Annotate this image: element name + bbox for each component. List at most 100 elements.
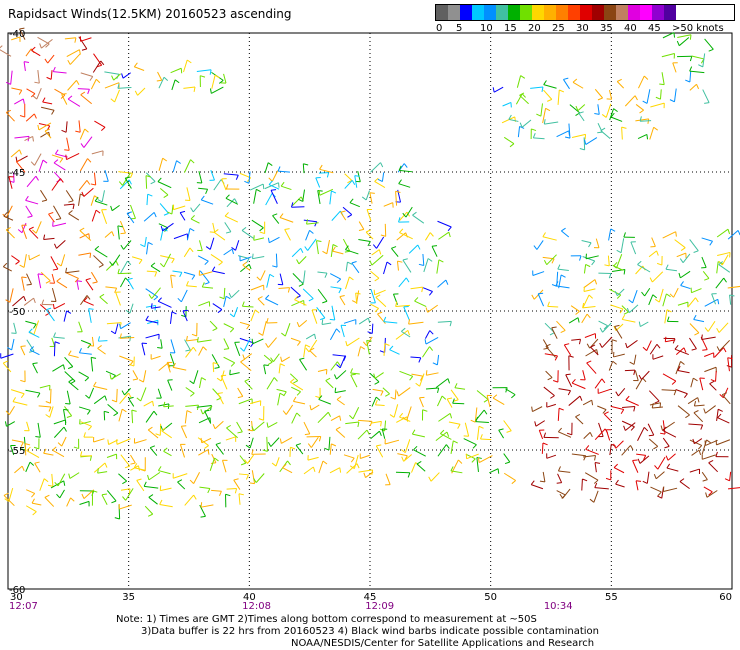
wind-barb — [266, 273, 275, 288]
wind-barb — [357, 429, 370, 440]
wind-barb — [369, 254, 384, 266]
wind-barb — [97, 190, 105, 203]
wind-barb — [77, 321, 83, 333]
wind-barb — [199, 486, 211, 494]
wind-barb — [223, 338, 230, 350]
wind-barb — [177, 289, 188, 303]
wind-barb — [68, 210, 80, 221]
wind-barb — [14, 135, 30, 142]
wind-barb — [80, 339, 92, 349]
lon-tick-label: 40 — [243, 592, 256, 603]
wind-barb — [558, 388, 571, 396]
wind-barb — [608, 228, 616, 241]
wind-barb — [649, 126, 659, 140]
wind-barb — [183, 271, 196, 280]
wind-barb — [223, 356, 236, 367]
wind-barb — [296, 320, 308, 328]
legend-swatch — [640, 5, 652, 20]
wind-barb — [398, 277, 410, 288]
wind-barb — [26, 273, 33, 286]
wind-barb — [689, 468, 701, 475]
legend-label: 40 — [624, 23, 637, 34]
wind-barb — [556, 320, 566, 334]
wind-barb — [34, 70, 40, 84]
wind-barb — [145, 172, 156, 185]
wind-barb — [726, 355, 733, 368]
wind-barb — [669, 88, 677, 103]
wind-barb — [594, 88, 603, 101]
wind-barb — [615, 479, 625, 488]
wind-barb — [431, 245, 438, 257]
wind-barb — [3, 492, 15, 507]
wind-barb — [305, 229, 314, 241]
wind-barb — [304, 238, 317, 251]
wind-barb — [399, 412, 411, 422]
wind-barb — [0, 45, 12, 57]
wind-barb — [132, 370, 139, 381]
wind-barb — [666, 316, 679, 323]
wind-barb — [239, 321, 250, 330]
lat-tick-label: -50 — [9, 307, 25, 318]
wind-barb — [156, 71, 163, 82]
legend-swatch — [448, 5, 460, 20]
wind-barb — [34, 461, 41, 473]
wind-barb — [370, 162, 384, 173]
lat-tick-label: -40 — [9, 29, 25, 40]
wind-barb — [145, 410, 158, 423]
wind-barb — [10, 389, 25, 399]
wind-barb — [615, 388, 626, 397]
wind-barb — [675, 361, 685, 375]
wind-barb — [226, 198, 238, 208]
wind-barb — [315, 177, 321, 188]
wind-barb — [598, 320, 608, 330]
wind-barb — [414, 297, 427, 308]
wind-barb — [437, 220, 452, 232]
wind-barb — [120, 454, 131, 469]
wind-barb — [582, 454, 597, 461]
wind-barb — [256, 270, 266, 281]
wind-barb — [148, 494, 158, 505]
wind-barb — [118, 171, 134, 179]
wind-barb — [629, 354, 637, 365]
wind-barb — [37, 273, 43, 289]
wind-barb — [639, 116, 652, 122]
wind-barb — [143, 212, 157, 222]
wind-barb — [119, 277, 130, 288]
wind-barb — [660, 421, 675, 431]
wind-barb — [425, 370, 439, 376]
wind-barb — [204, 409, 212, 424]
wind-barb — [729, 294, 735, 305]
wind-barb — [691, 449, 702, 456]
wind-barb — [185, 187, 191, 202]
wind-barb — [23, 61, 30, 72]
wind-barb — [316, 306, 326, 321]
wind-barb — [26, 489, 36, 498]
wind-barb — [111, 73, 121, 81]
wind-barb — [693, 410, 704, 423]
wind-barb — [437, 320, 452, 327]
wind-barb — [547, 301, 559, 308]
wind-barb — [223, 248, 235, 256]
wind-barb — [180, 425, 188, 439]
wind-barb — [515, 93, 526, 105]
map-title: Rapidsact Winds(12.5KM) 20160523 ascendi… — [8, 7, 292, 21]
wind-barb — [281, 323, 291, 337]
wind-barb — [106, 322, 122, 328]
wind-barb — [224, 222, 232, 234]
wind-barb — [408, 319, 424, 325]
legend-label: 25 — [552, 23, 565, 34]
wind-barb — [489, 468, 500, 474]
wind-barb — [625, 395, 639, 406]
wind-barb — [280, 356, 290, 363]
wind-barb — [65, 153, 80, 161]
wind-barb — [39, 478, 49, 491]
wind-barb — [37, 122, 52, 131]
wind-barb — [333, 370, 347, 380]
wind-barb — [5, 288, 14, 303]
wind-barb — [223, 323, 235, 333]
wind-barb — [566, 422, 573, 436]
wind-barb — [223, 173, 239, 180]
wind-barbs — [0, 27, 740, 520]
wind-barb — [396, 260, 403, 271]
legend-label: 10 — [480, 23, 493, 34]
